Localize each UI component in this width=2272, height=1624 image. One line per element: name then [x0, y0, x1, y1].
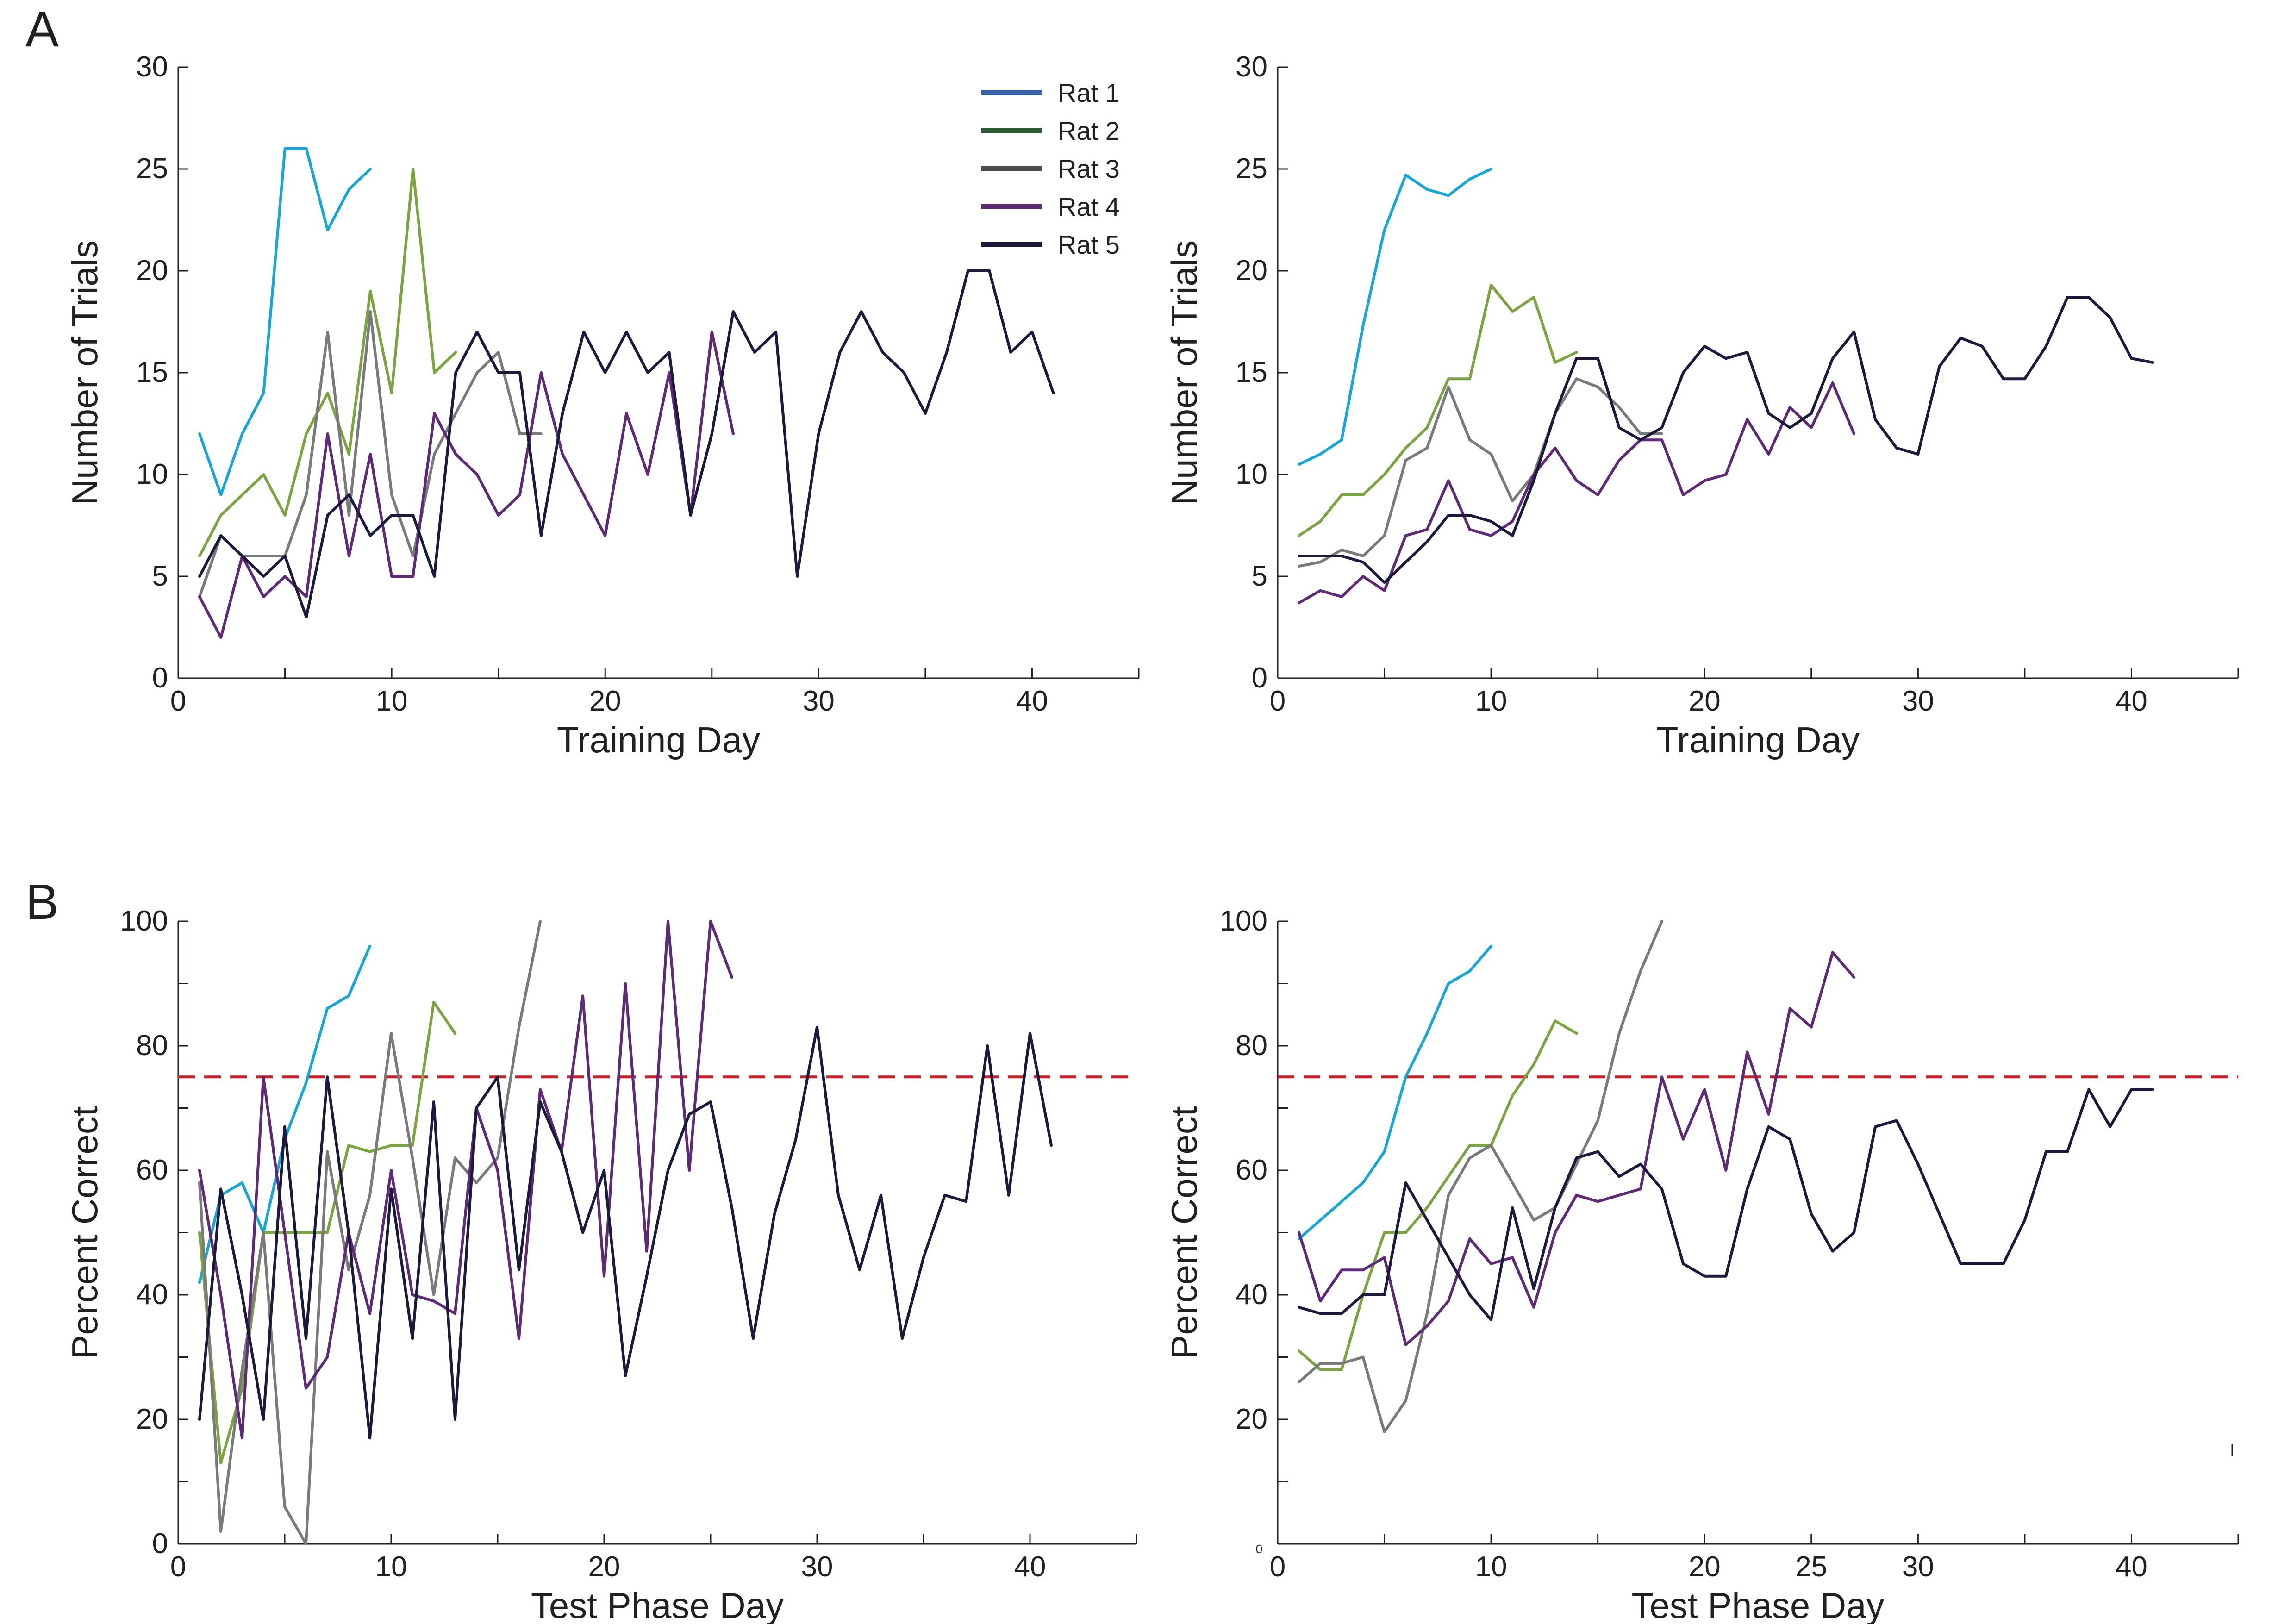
x-tick-label: 10	[1475, 1551, 1507, 1583]
x-tick-label: 0	[1270, 685, 1286, 717]
y-tick-label: 60	[136, 1154, 168, 1186]
series-line-rat-4	[198, 331, 735, 639]
y-tick-label: 25	[136, 153, 168, 185]
origin-label: 0	[1256, 1542, 1262, 1556]
series-line-rat-1	[1298, 944, 1493, 1240]
x-axis-title: Test Phase Day	[531, 1585, 784, 1624]
legend-label: Rat 5	[1058, 230, 1120, 259]
y-tick-label: 10	[1236, 458, 1267, 490]
panel-label-a: A	[25, 1, 59, 57]
series-line-rat-2	[198, 1000, 456, 1465]
x-tick-label: 40	[2116, 685, 2147, 717]
y-tick-label: 20	[136, 1403, 168, 1435]
x-axis-title: Training Day	[557, 719, 760, 760]
y-tick-label: 100	[1220, 905, 1267, 937]
y-tick-label: 20	[1236, 1403, 1267, 1435]
x-tick-label: 10	[1475, 685, 1507, 717]
y-tick-label: 15	[1236, 356, 1267, 388]
series-line-rat-5	[1298, 1088, 2154, 1321]
x-axis-title: Test Phase Day	[1631, 1585, 1884, 1624]
chart-A-left: 0 5 10 15 20 25 30 0 10 20 30 40 Training Day Number …	[64, 51, 1140, 760]
series-line-rat-3	[1298, 377, 1663, 568]
series-line-rat-5	[198, 269, 1055, 618]
series-line-rat-3	[198, 920, 542, 1545]
y-tick-label: 80	[1236, 1030, 1267, 1062]
x-tick-label: 30	[801, 1551, 833, 1583]
x-tick-label: 0	[170, 1551, 186, 1583]
y-tick-label: 30	[1236, 51, 1267, 83]
x-tick-label: 25	[1795, 1551, 1827, 1583]
x-tick-label: 40	[2116, 1551, 2147, 1583]
series-line-rat-1	[1298, 168, 1493, 466]
panel-label-b: B	[25, 874, 59, 930]
series-line-rat-4	[198, 920, 733, 1440]
y-tick-label: 0	[152, 662, 168, 694]
y-tick-label: 40	[136, 1279, 168, 1311]
x-tick-label: 40	[1014, 1551, 1046, 1583]
chart-B-left: 0 20 40 60 80 100 0 10 20 30 40 Test Phase Day Perce…	[64, 905, 1137, 1624]
chart-B-right: 20 40 60 80 100 00 10 20 25 30 40 Test Phase Day Per…	[1164, 905, 2239, 1624]
legend-label: Rat 1	[1058, 78, 1120, 107]
y-tick-label: 40	[1236, 1279, 1267, 1311]
legend: Rat 1 Rat 2 Rat 3 Rat 4 Rat 5	[981, 78, 1120, 259]
series-line-rat-2	[1298, 283, 1578, 537]
y-tick-label: 0	[152, 1528, 168, 1560]
series-line-rat-3	[198, 310, 543, 598]
x-tick-label: 30	[1902, 685, 1934, 717]
series-line-rat-2	[198, 168, 457, 557]
y-axis-title: Percent Correct	[1164, 1106, 1205, 1359]
x-tick-label: 30	[803, 685, 835, 717]
x-tick-label: 20	[1689, 1551, 1721, 1583]
y-tick-label: 10	[136, 458, 168, 490]
y-tick-label: 100	[120, 905, 168, 937]
legend-label: Rat 3	[1058, 154, 1120, 183]
y-tick-label: 15	[136, 356, 168, 388]
y-tick-label: 60	[1236, 1154, 1267, 1186]
x-tick-label: 10	[375, 1551, 407, 1583]
x-axis-title: Training Day	[1656, 719, 1860, 760]
series-line-rat-1	[198, 147, 372, 496]
charts-layer: 0 5 10 15 20 25 30 0 10 20 30 40 Training Day Number …	[64, 51, 2239, 1624]
y-tick-label: 30	[136, 51, 168, 83]
y-tick-label: 20	[1236, 255, 1267, 287]
y-tick-label: 0	[1252, 662, 1267, 694]
y-axis-title: Number of Trials	[1164, 240, 1205, 505]
y-tick-label: 80	[136, 1030, 168, 1062]
x-tick-label: 20	[588, 1551, 620, 1583]
series-line-rat-4	[1298, 381, 1855, 605]
x-tick-label: 0	[1270, 1551, 1286, 1583]
series-line-rat-5	[198, 1025, 1053, 1440]
chart-A-right: 0 5 10 15 20 25 30 0 10 20 30 40 Training Day Number …	[1164, 51, 2239, 760]
series-line-rat-2	[1298, 1019, 1578, 1371]
y-axis-title: Percent Correct	[64, 1106, 105, 1359]
series-line-rat-3	[1298, 920, 1663, 1433]
x-tick-label: 20	[1689, 685, 1721, 717]
y-tick-label: 5	[1252, 560, 1267, 592]
series-line-rat-4	[1298, 951, 1855, 1346]
y-tick-label: 20	[136, 255, 168, 287]
x-tick-label: 0	[170, 685, 186, 717]
y-tick-label: 25	[1236, 153, 1267, 185]
x-tick-label: 30	[1902, 1551, 1934, 1583]
x-tick-label: 20	[589, 685, 621, 717]
x-tick-label: 40	[1016, 685, 1048, 717]
legend-label: Rat 2	[1058, 116, 1120, 145]
y-axis-title: Number of Trials	[64, 240, 105, 505]
legend-label: Rat 4	[1058, 192, 1120, 221]
y-tick-label: 5	[152, 560, 168, 592]
series-line-rat-5	[1298, 296, 2154, 584]
x-tick-label: 10	[376, 685, 408, 717]
